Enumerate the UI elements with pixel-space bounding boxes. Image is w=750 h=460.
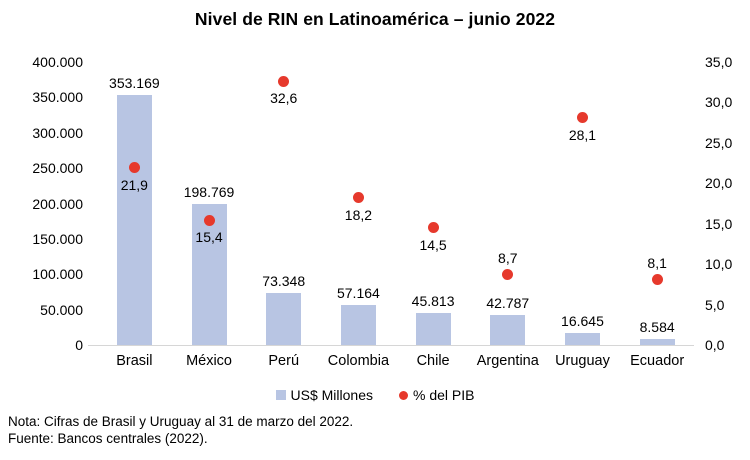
category-label-brasil: Brasil — [116, 353, 153, 369]
pib-dot-peru — [278, 75, 290, 87]
pib-dot-uruguay — [576, 112, 588, 124]
right-axis-tick: 20,0 — [705, 175, 733, 192]
legend-label-pct-pib: % del PIB — [413, 387, 475, 403]
bar-value-label-mexico: 198.769 — [183, 184, 235, 201]
right-axis-tick: 0,0 — [705, 337, 725, 353]
bar-ecuador — [639, 338, 675, 345]
left-axis-tick: 50.000 — [40, 301, 83, 318]
bar-colombia — [340, 304, 376, 345]
left-axis-tick: 400.000 — [32, 54, 83, 70]
right-axis-tick: 30,0 — [705, 94, 733, 111]
bar-argentina — [490, 314, 526, 345]
pib-value-label-colombia: 18,2 — [344, 206, 373, 223]
legend-item-pct-pib: % del PIB — [399, 387, 474, 403]
bar-value-label-uruguay: 16.645 — [561, 313, 604, 330]
chart-title: Nivel de RIN en Latinoamérica – junio 20… — [194, 9, 556, 29]
left-axis-tick: 200.000 — [32, 195, 83, 212]
note-line: Nota: Cifras de Brasil y Uruguay al 31 d… — [8, 414, 354, 429]
category-label-chile: Chile — [416, 353, 450, 369]
bar-value-label-brasil: 353.169 — [109, 75, 160, 92]
left-axis-tick: 250.000 — [32, 160, 83, 177]
pib-dot-brasil — [128, 162, 140, 174]
pib-dot-mexico — [203, 214, 215, 226]
right-axis-tick: 35,0 — [705, 54, 733, 70]
right-axis-tick: 15,0 — [705, 215, 733, 232]
bar-value-label-colombia: 57.164 — [336, 284, 380, 301]
pib-dot-argentina — [502, 269, 514, 281]
pib-value-label-uruguay: 28,1 — [568, 126, 597, 143]
left-axis-tick: 100.000 — [32, 266, 83, 283]
legend: US$ Millones % del PIB — [0, 387, 750, 403]
left-axis-tick: 350.000 — [32, 89, 83, 106]
pib-dot-ecuador — [651, 274, 663, 285]
pib-value-label-mexico: 15,4 — [195, 229, 223, 246]
category-label-peru: Perú — [268, 353, 300, 369]
x-axis-line — [88, 345, 694, 346]
bar-chile — [415, 312, 451, 345]
bar-value-label-ecuador: 8.584 — [639, 318, 675, 335]
right-axis-tick: 5,0 — [705, 296, 725, 313]
footnotes: Nota: Cifras de Brasil y Uruguay al 31 d… — [8, 414, 353, 447]
legend-item-us-millones: US$ Millones — [275, 387, 373, 403]
bar-value-label-argentina: 42.787 — [486, 294, 530, 311]
bar-brasil — [116, 95, 152, 345]
left-axis-tick: 0 — [75, 337, 83, 353]
pib-dot-chile — [427, 222, 439, 234]
bar-peru — [266, 293, 302, 345]
bar-value-label-chile: 45.813 — [411, 292, 455, 309]
bar-series-swatch-icon — [275, 390, 286, 400]
left-axis-tick: 300.000 — [32, 124, 83, 141]
right-axis-tick: 25,0 — [705, 134, 733, 151]
category-label-argentina: Argentina — [476, 353, 539, 369]
pib-dot-colombia — [352, 192, 364, 204]
left-axis-tick: 150.000 — [32, 230, 83, 247]
category-label-uruguay: Uruguay — [555, 353, 610, 369]
source-line: Fuente: Bancos centrales (2022). — [8, 430, 208, 446]
bar-value-label-peru: 73.348 — [262, 273, 306, 290]
pib-value-label-argentina: 8,7 — [498, 249, 518, 266]
category-label-mexico: México — [186, 353, 232, 369]
bar-uruguay — [564, 333, 600, 345]
pib-value-label-ecuador: 8,1 — [647, 254, 667, 271]
bar-mexico — [191, 204, 227, 345]
category-label-ecuador: Ecuador — [630, 353, 685, 369]
category-label-colombia: Colombia — [327, 353, 390, 369]
legend-label-us-millones: US$ Millones — [290, 387, 373, 403]
right-axis-tick: 10,0 — [705, 256, 733, 273]
scatter-series-swatch-icon — [399, 390, 408, 400]
pib-value-label-peru: 32,6 — [270, 90, 298, 107]
pib-value-label-brasil: 21,9 — [120, 176, 148, 193]
pib-value-label-chile: 14,5 — [419, 236, 447, 253]
